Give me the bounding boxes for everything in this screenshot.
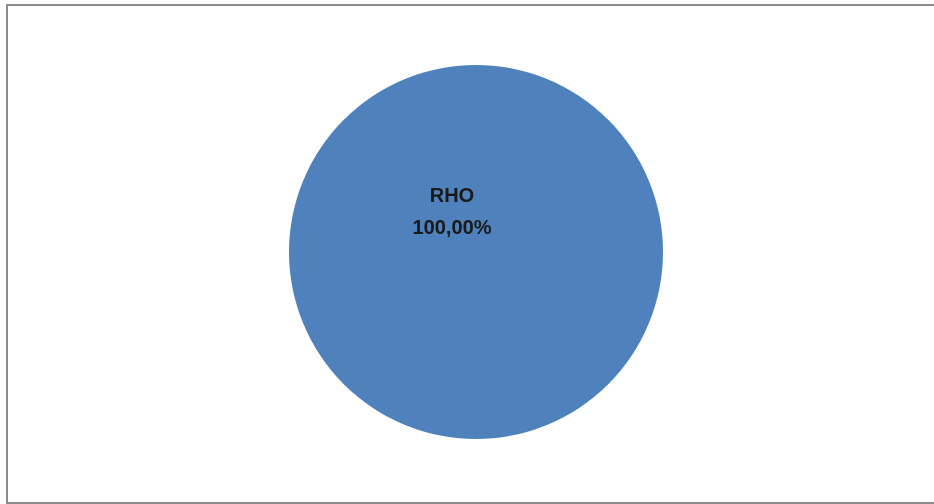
pie-slice-rho xyxy=(289,65,663,439)
pie-slices xyxy=(289,65,663,439)
slice-label-percent: 100,00% xyxy=(413,217,492,239)
slice-label-category: RHO xyxy=(430,185,474,207)
